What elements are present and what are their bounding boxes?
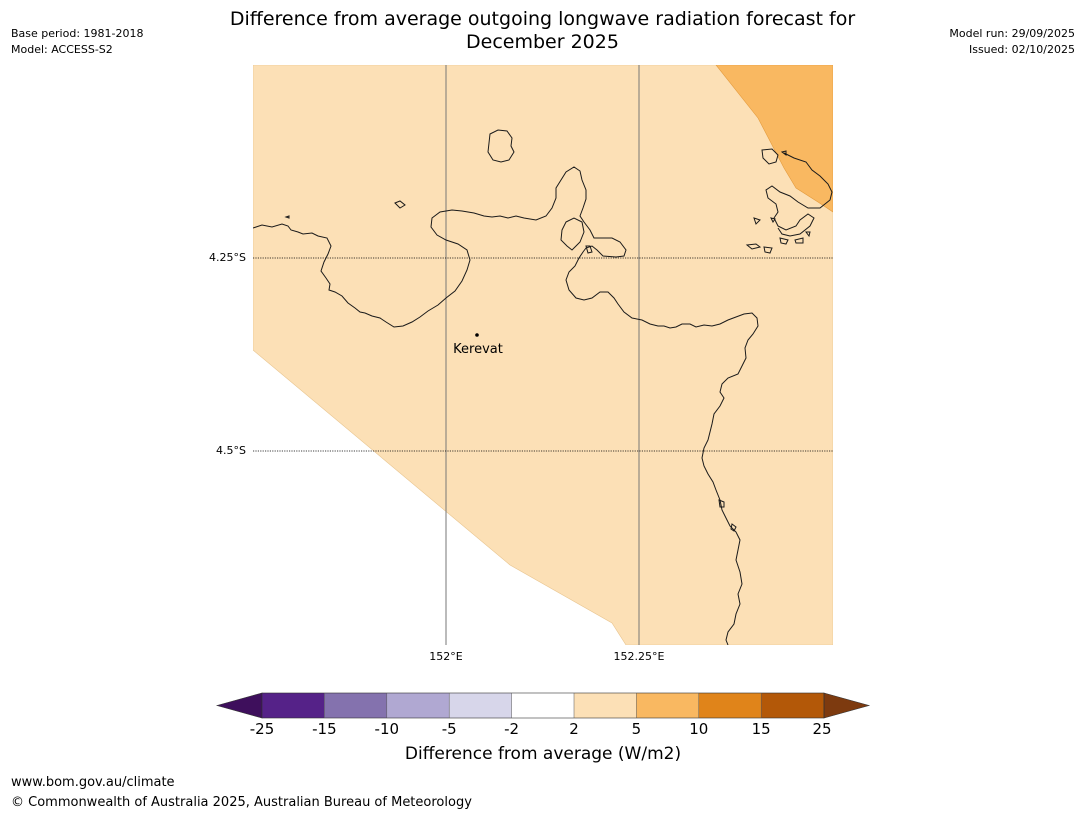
colorbar-segment-1 <box>262 693 325 718</box>
lat-label-4-25s: 4.25°S <box>209 251 246 264</box>
colorbar-segment-9 <box>761 693 824 718</box>
model-run-text: Model run: 29/09/2025 <box>949 27 1075 40</box>
colorbar-tick-label: -2 <box>504 720 520 738</box>
colorbar-tick-label: 5 <box>631 720 642 738</box>
colorbar-extend-high <box>823 692 871 719</box>
coastline-islet-3 <box>585 245 593 254</box>
colorbar-segment-2 <box>324 693 387 718</box>
colorbar-title: Difference from average (W/m2) <box>404 744 682 764</box>
coastline-main <box>253 166 759 645</box>
coastline-ne-2 <box>765 152 833 237</box>
colorbar-tick-label: -10 <box>374 720 400 738</box>
coastline-island-north <box>487 129 515 163</box>
colorbar-dividers <box>324 693 762 718</box>
coastline-ne-3 <box>745 243 762 250</box>
place-label-kerevat: Kerevat <box>453 342 503 357</box>
kerevat-marker <box>475 333 479 337</box>
coastline-ne-8 <box>753 217 761 225</box>
forecast-band-2-5 <box>253 65 833 645</box>
lon-label-152-25e: 152.25°E <box>613 650 665 663</box>
coastline-islet-2 <box>284 215 290 219</box>
colorbar-segment-4 <box>449 693 512 718</box>
colorbar-tick-label: -5 <box>441 720 457 738</box>
lat-label-4-5s: 4.5°S <box>216 444 246 457</box>
colorbar-segment-5 <box>511 693 574 718</box>
issued-date-text: Issued: 02/10/2025 <box>968 43 1075 56</box>
colorbar-segment-8 <box>698 693 762 718</box>
colorbar-tick-label: -25 <box>249 720 275 738</box>
coastline-ne-5 <box>779 237 789 245</box>
coastline-ne-7 <box>770 217 776 223</box>
coastline-ne-4 <box>763 246 773 254</box>
coastline-ne-1 <box>761 148 779 165</box>
model-name-text: Model: ACCESS-S2 <box>11 43 113 56</box>
footer-url: www.bom.gov.au/climate <box>11 775 175 790</box>
colorbar-tick-label: 2 <box>569 720 579 738</box>
forecast-band-5-10 <box>715 65 833 213</box>
map-area <box>253 65 833 645</box>
colorbar <box>215 692 871 719</box>
lon-label-152e: 152°E <box>429 650 463 663</box>
coastline-ne-10 <box>805 231 811 238</box>
base-period-text: Base period: 1981-2018 <box>11 27 144 40</box>
colorbar-segment-3 <box>386 693 450 718</box>
colorbar-frame <box>261 692 825 719</box>
coastline <box>253 129 833 645</box>
colorbar-segment-6 <box>574 693 637 718</box>
title-line-1: Difference from average outgoing longwav… <box>229 8 856 30</box>
colorbar-tick-label: 10 <box>689 720 709 738</box>
coastline-ne-9 <box>780 150 787 156</box>
colorbar-tick-label: -15 <box>312 720 337 738</box>
colorbar-tick-label: 15 <box>751 720 771 738</box>
footer-copyright: © Commonwealth of Australia 2025, Austra… <box>11 795 472 810</box>
coastline-ne-6 <box>794 237 804 244</box>
colorbar-tick-label: 25 <box>812 720 832 738</box>
coastline-south-1 <box>718 499 725 508</box>
coastline-inlet <box>560 217 585 251</box>
title-line-2: December 2025 <box>466 31 619 53</box>
colorbar-extend-low <box>215 692 263 719</box>
colorbar-segment-7 <box>636 693 699 718</box>
chart-title: Difference from average outgoing longwav… <box>150 8 935 54</box>
coastline-islet-1 <box>394 200 406 209</box>
coastline-south-2 <box>730 523 737 532</box>
